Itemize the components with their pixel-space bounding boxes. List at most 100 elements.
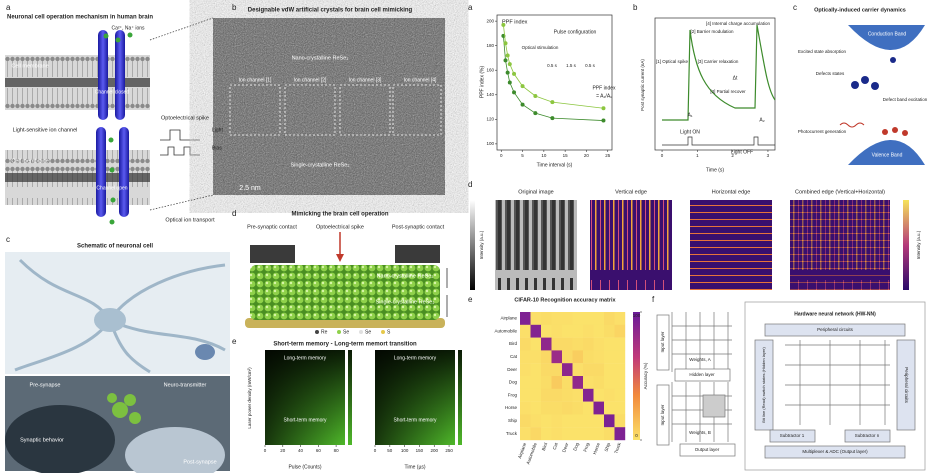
label: PPF index (502, 19, 528, 25)
panel-title: Short-term memory - Long-term memort tra… (273, 342, 417, 348)
x-tick-label: 40 (298, 448, 304, 453)
matrix-cell (593, 376, 605, 389)
label: Light (212, 127, 223, 133)
colorbar-label: 100 (633, 313, 641, 318)
data-point (601, 118, 606, 123)
label: Light-sensitive ion channel (13, 127, 78, 133)
label: Long-term memory (284, 355, 327, 361)
matrix-cell (541, 350, 552, 364)
row-label: Airplane (500, 316, 517, 321)
label: Light ON (680, 129, 700, 135)
panel-title: Schematic of neuronal cell (77, 244, 153, 250)
label: PPF index (%) (479, 66, 485, 99)
data-point (503, 58, 508, 63)
label: Multiplexer & ADC (Output layer) (802, 449, 868, 454)
x-tick-label: 20 (280, 448, 286, 453)
label: Bit line (Read) switch states (Hidden la… (761, 347, 766, 423)
x-tick-label: 150 (416, 448, 424, 453)
label: Nano-crystalline ReSe₂ (377, 273, 434, 279)
matrix-cell (614, 337, 626, 351)
label: Channel open (96, 185, 127, 191)
row-label: Ship (508, 418, 518, 423)
matrix-cell (583, 324, 594, 338)
label: Long-term memory (394, 355, 437, 361)
label: Optical stimulation (522, 45, 559, 50)
legend-dot (381, 330, 385, 334)
colorbar-label: 0 (635, 433, 638, 438)
matrix-cell (572, 401, 584, 415)
data-point (550, 100, 555, 105)
label: Output layer (695, 447, 720, 452)
row-label: Truck (506, 431, 518, 436)
matrix-cell (572, 388, 584, 402)
label: Hidden layer (689, 372, 715, 377)
matrix-cell (551, 427, 563, 441)
matrix-cell (593, 388, 605, 402)
matrix-cell (593, 414, 605, 428)
panel-title: Designable vdW artificial crystals for b… (248, 8, 413, 14)
current-plot (654, 17, 776, 151)
data-point (507, 62, 512, 67)
col-label: Ship (604, 442, 612, 453)
label: Peripheral circuits (904, 367, 909, 404)
label: Single-crystalline ReSe₂ (291, 162, 350, 168)
label: 1.5 s (566, 63, 577, 68)
matrix-cell (562, 350, 573, 364)
matrix-cell (593, 350, 605, 364)
tem-image (149, 17, 445, 211)
label: Input layer (660, 404, 665, 426)
matrix-cell (604, 324, 615, 338)
matrix-cell (572, 363, 584, 377)
col-label: Airplane (517, 442, 528, 460)
matrix-cell (551, 337, 563, 351)
matrix-cell (604, 363, 615, 377)
label: Post synaptic current (nA) (640, 59, 645, 111)
matrix-cell (572, 337, 584, 351)
col-label: Dog (572, 442, 580, 452)
matrix-cell (520, 324, 531, 338)
label: Time (µs) (404, 464, 425, 470)
matrix-cell (604, 312, 615, 325)
plot-frame (496, 14, 613, 151)
matrix-cell (572, 427, 584, 441)
panel-title: CIFAR-10 Recognition accuracy matrix (514, 297, 616, 303)
band-diagram (839, 25, 925, 165)
label: Single-crystalline ReSe₂ (376, 299, 435, 305)
matrix-cell (593, 312, 605, 325)
memory-heatmaps (265, 350, 462, 445)
col-label: Horse (592, 442, 601, 455)
matrix-cell (562, 337, 573, 351)
edge-images (470, 200, 909, 290)
membrane-diagram (5, 30, 200, 225)
matrix-cell (541, 324, 552, 338)
matrix-cell (604, 350, 615, 364)
device-illustration (245, 232, 448, 328)
matrix-cell (583, 312, 594, 325)
matrix-cell (520, 363, 531, 377)
matrix-cell (541, 376, 552, 389)
x-tick-label: 80 (334, 448, 340, 453)
matrix-cell (572, 376, 584, 389)
matrix-cell (583, 337, 594, 351)
data-point (520, 84, 525, 89)
matrix-cell (583, 376, 594, 389)
row-label: Bird (509, 341, 517, 346)
label: Excited state absorption (798, 49, 847, 54)
data-point (512, 90, 517, 95)
matrix-cell (541, 363, 552, 377)
label: Post-synapse (183, 459, 216, 465)
col-label: Truck (613, 441, 622, 454)
matrix-cell (614, 363, 626, 377)
label: Subtractor 1 (780, 433, 805, 438)
matrix-cell (593, 401, 605, 415)
matrix-cell (551, 401, 563, 415)
col-label: Automobile (525, 442, 538, 465)
legend-label: Re (321, 329, 328, 335)
matrix-cell (541, 388, 552, 402)
matrix-cell (530, 350, 542, 364)
label: Short-term memory (283, 417, 327, 423)
row-label: Deer (507, 367, 517, 372)
panel-letter: c (6, 235, 10, 244)
label: [3] Carrier relaxation (698, 59, 739, 64)
